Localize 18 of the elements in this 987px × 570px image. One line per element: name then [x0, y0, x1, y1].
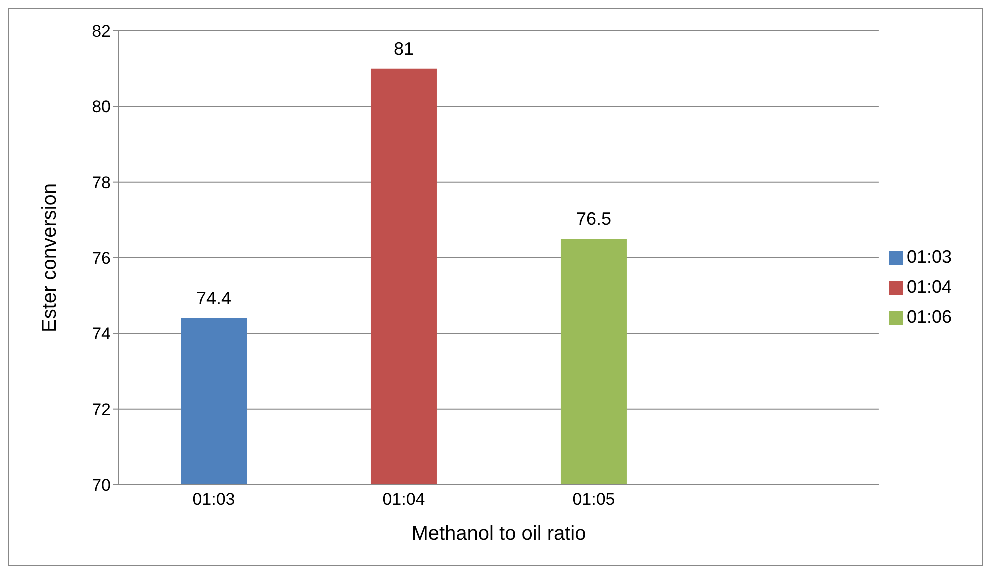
y-tick-label: 70: [92, 476, 111, 496]
y-tick-label: 74: [92, 324, 111, 344]
data-label: 76.5: [576, 209, 612, 230]
y-tick-label: 82: [92, 22, 111, 42]
y-tick-label: 80: [92, 98, 111, 117]
x-tick-label: 01:05: [572, 490, 616, 510]
y-tick-label: 76: [92, 249, 111, 268]
y-tick-label: 78: [92, 173, 111, 192]
x-axis-title: Methanol to oil ratio: [412, 523, 586, 545]
legend-label: 01:03: [906, 247, 952, 267]
x-tick-label: 01:04: [382, 490, 426, 510]
legend-label: 01:06: [906, 307, 952, 327]
x-tick-label: 01:03: [192, 490, 236, 510]
data-label: 74.4: [196, 288, 232, 309]
legend-label: 01:04: [906, 277, 952, 297]
y-tick-label: 72: [92, 400, 111, 420]
data-label: 81: [394, 38, 414, 59]
y-axis-title: Ester conversion: [39, 184, 62, 332]
